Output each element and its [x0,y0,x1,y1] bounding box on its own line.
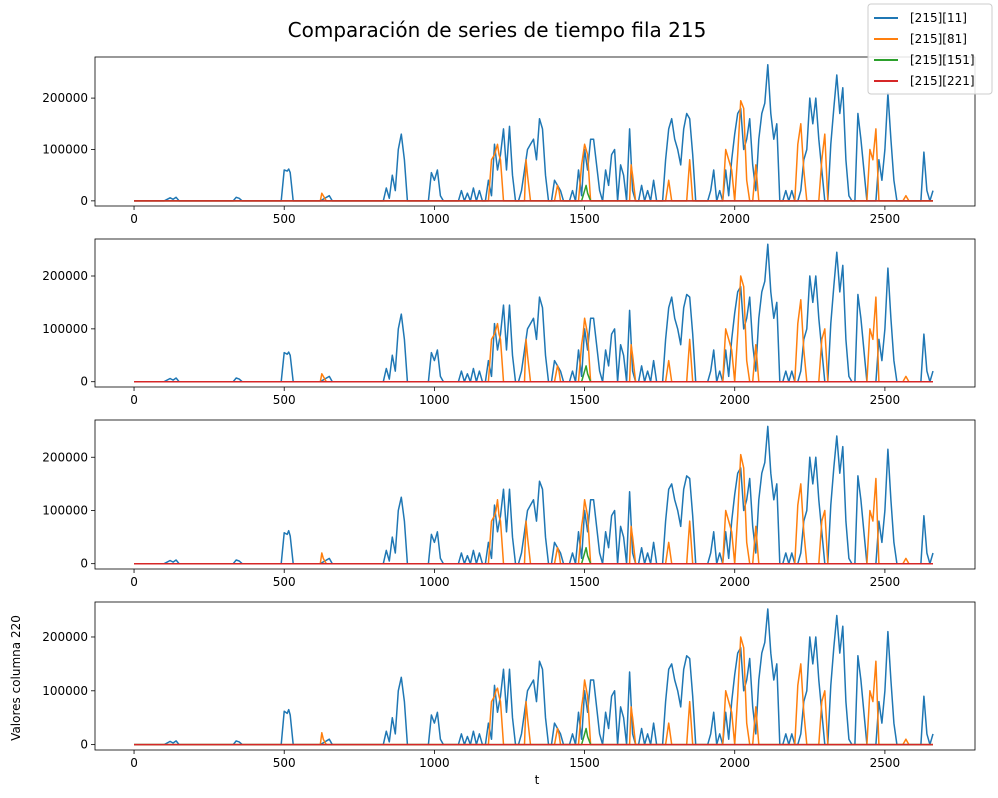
y-tick-label: 0 [80,557,88,571]
axes-frame [94,238,976,388]
x-tick-label: 0 [130,212,138,226]
series-line [134,275,933,383]
legend-item: [215][81] [874,32,967,46]
x-tick-label: 500 [273,212,296,226]
x-tick-label: 0 [130,756,138,770]
y-tick-label: 200000 [42,269,88,283]
x-tick-label: 1500 [569,575,600,589]
legend-label: [215][151] [910,53,975,67]
legend-label: [215][81] [910,32,967,46]
legend-box [867,3,993,95]
x-tick-label: 1500 [569,756,600,770]
series-line [134,184,933,202]
y-axis-label: Valores columna 220 [9,615,23,741]
x-tick-label: 0 [130,393,138,407]
x-tick-label: 2000 [719,575,750,589]
y-tick-label: 100000 [42,503,88,517]
series-line [134,453,933,565]
x-tick-label: 500 [273,393,296,407]
x-tick-label: 1500 [569,393,600,407]
y-tick-label: 0 [80,738,88,752]
legend-item: [215][11] [874,11,967,25]
x-tick-label: 2500 [870,756,901,770]
series-line [134,636,933,746]
series-line [134,546,933,565]
series-line [134,243,934,383]
x-tick-label: 2500 [870,575,901,589]
subplot-3: 0 500 1000 1500 2000 2500 0 100000 200000 [42,419,976,589]
series-line [134,365,933,383]
x-tick-label: 2500 [870,212,901,226]
subplot-2: 0 500 1000 1500 2000 2500 0 100000 200000 [42,238,976,407]
y-tick-label: 200000 [42,450,88,464]
x-tick-label: 500 [273,575,296,589]
axes-frame [94,56,976,207]
x-tick-label: 1000 [419,756,450,770]
y-tick-label: 0 [80,375,88,389]
series-line [134,727,933,746]
legend-item: [215][221] [874,74,975,88]
series-group [134,243,934,383]
y-tick-label: 200000 [42,630,88,644]
x-tick-label: 2000 [719,393,750,407]
x-tick-label: 1500 [569,212,600,226]
x-tick-label: 0 [130,575,138,589]
y-tick-label: 0 [80,194,88,208]
series-group [134,425,934,565]
series-line [134,425,934,565]
series-line [134,63,934,202]
axes-frame [94,419,976,570]
legend-item: [215][151] [874,53,975,67]
x-tick-label: 2000 [719,756,750,770]
axes-frame [94,601,976,751]
series-group [134,608,934,746]
y-tick-label: 200000 [42,91,88,105]
x-tick-label: 2500 [870,393,901,407]
y-tick-label: 100000 [42,142,88,156]
x-axis-label: t [535,773,540,787]
x-tick-label: 500 [273,756,296,770]
legend-label: [215][221] [910,74,975,88]
x-tick-label: 1000 [419,575,450,589]
legend-label: [215][11] [910,11,967,25]
chart-title: Comparación de series de tiempo fila 215 [288,18,707,42]
x-tick-label: 1000 [419,393,450,407]
series-group [134,63,934,202]
subplot-1: 0 500 1000 1500 2000 2500 0 100000 200000 [42,56,976,226]
y-tick-label: 100000 [42,322,88,336]
series-line [134,608,934,746]
legend: [215][11] [215][81] [215][151] [215][221] [867,3,993,95]
y-tick-label: 100000 [42,684,88,698]
x-tick-label: 2000 [719,212,750,226]
x-tick-label: 1000 [419,212,450,226]
subplot-4: 0 500 1000 1500 2000 2500 0 100000 200000 [42,601,976,770]
